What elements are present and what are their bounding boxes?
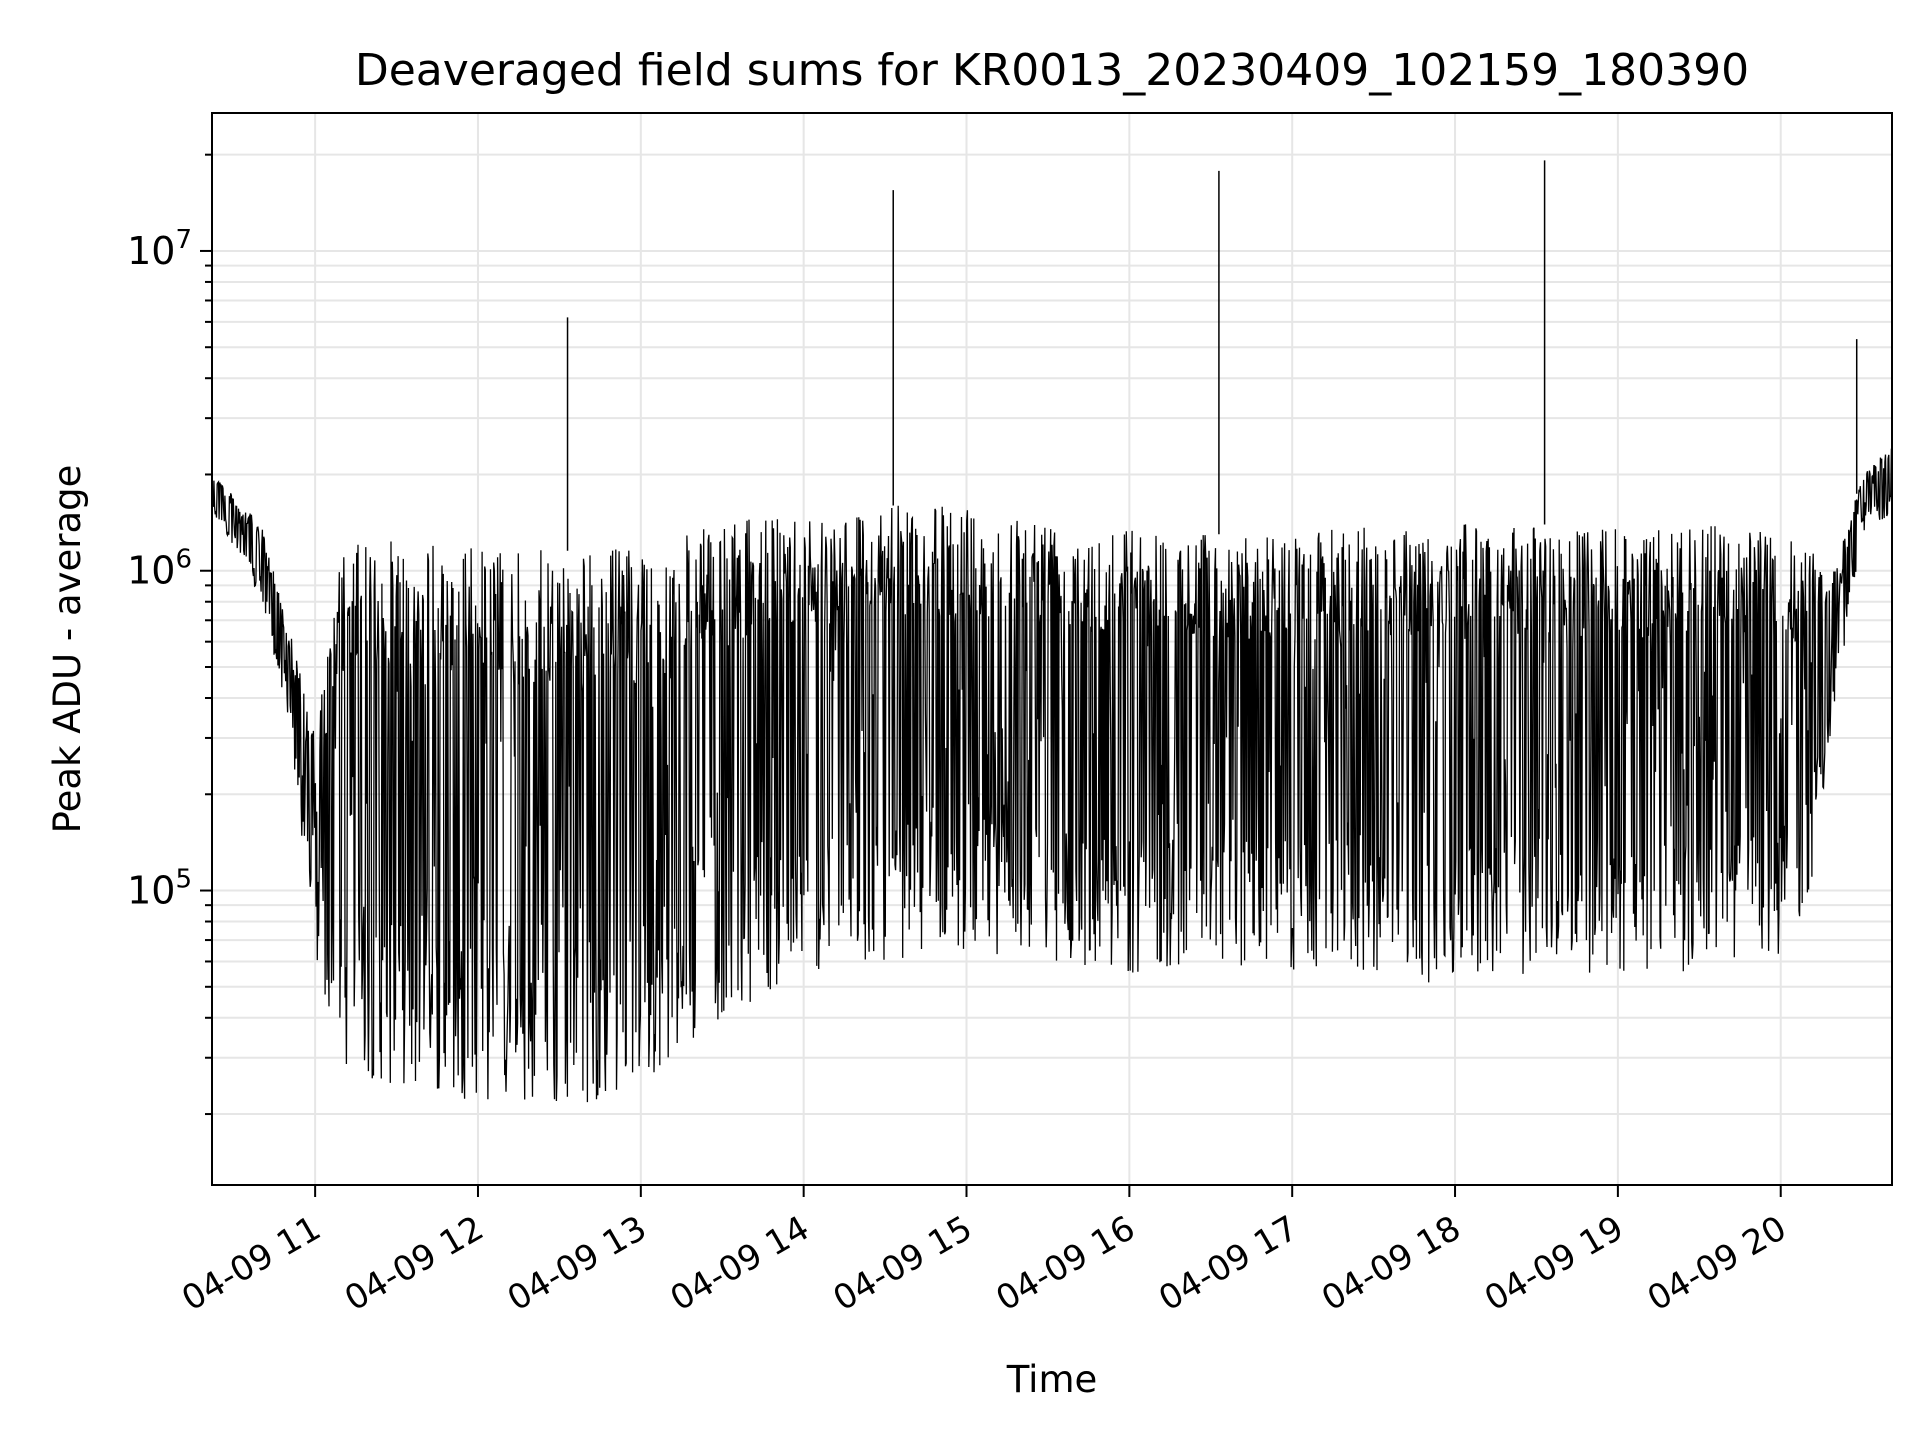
- spike-series: [566, 160, 1858, 551]
- x-axis-label: Time: [1006, 1358, 1098, 1401]
- series-trace: [211, 448, 1893, 1103]
- y-tick-label: 105: [127, 865, 192, 913]
- y-tick-label: 107: [127, 225, 192, 273]
- series-line: [211, 448, 1893, 1103]
- y-tick-label: 106: [127, 545, 192, 593]
- y-axis: 105 106 107: [127, 153, 212, 1116]
- y-axis-label: Peak ADU - average: [46, 465, 89, 834]
- plot-frame: [211, 112, 1893, 1186]
- chart-title: Deaveraged field sums for KR0013_2023040…: [355, 45, 1749, 96]
